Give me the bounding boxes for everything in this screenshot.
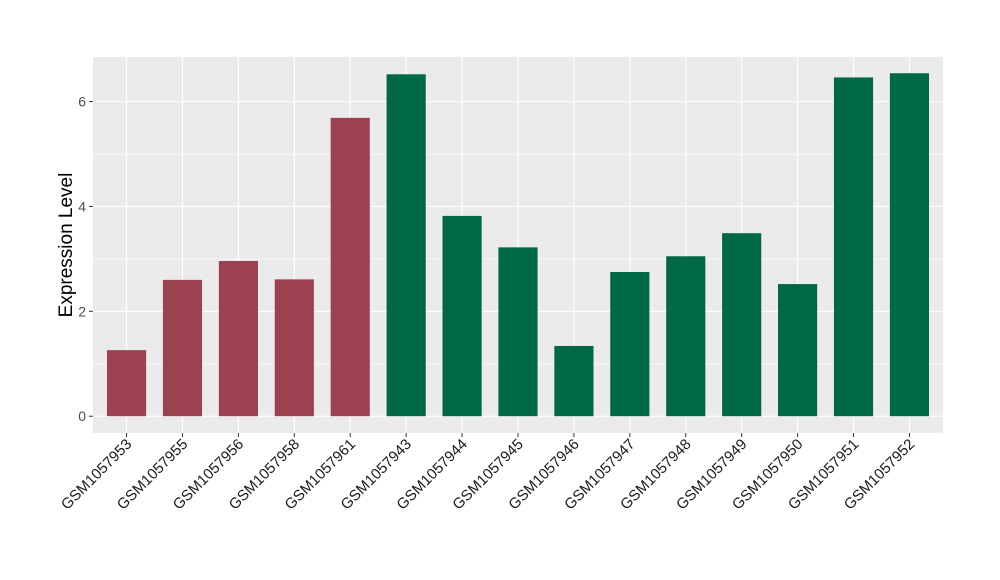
bars	[106, 73, 930, 417]
bar-GSM1057945	[498, 247, 538, 417]
bar-GSM1057947	[610, 272, 650, 417]
bar-GSM1057944	[442, 215, 482, 417]
bar-GSM1057956	[218, 260, 258, 417]
bar-GSM1057946	[554, 345, 594, 417]
bar-GSM1057943	[386, 74, 426, 417]
y-axis-title: Expression Level	[56, 173, 77, 318]
bar-GSM1057953	[106, 350, 147, 417]
x-axis: GSM1057953GSM1057955GSM1057956GSM1057958…	[58, 433, 918, 513]
bar-GSM1057948	[666, 256, 706, 417]
y-axis: 0 2 4 6	[78, 94, 93, 424]
bar-GSM1057958	[274, 279, 314, 417]
bar-GSM1057955	[162, 279, 203, 417]
y-tick-label: 6	[78, 94, 86, 110]
y-tick-label: 4	[78, 198, 86, 214]
bar-GSM1057950	[778, 284, 818, 417]
bar-GSM1057952	[889, 73, 930, 417]
y-tick-label: 2	[78, 303, 86, 319]
bar-GSM1057951	[833, 77, 874, 417]
bar-GSM1057949	[722, 233, 762, 417]
bar-GSM1057961	[330, 117, 370, 417]
y-tick-label: 0	[78, 408, 86, 424]
